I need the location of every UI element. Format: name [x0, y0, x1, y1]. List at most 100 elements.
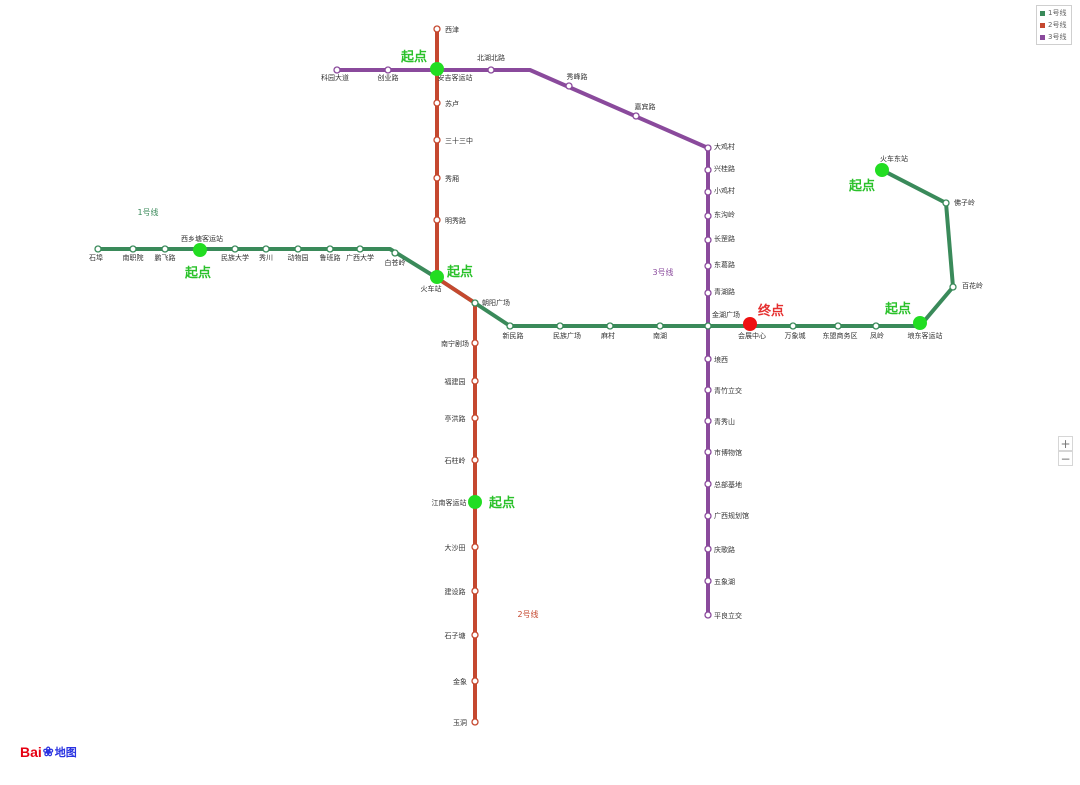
zoom-in-button[interactable]: + — [1058, 436, 1073, 451]
paw-icon: ❀ — [42, 744, 54, 759]
line-legend: 1号线 2号线 3号线 — [1036, 5, 1072, 45]
station-label-line3: 秀峰路 — [567, 72, 588, 81]
station-dot-line3[interactable] — [704, 212, 712, 220]
start-point-label: 起点 — [848, 178, 875, 194]
station-dot-line2[interactable] — [471, 631, 479, 639]
station-dot-line2[interactable] — [471, 414, 479, 422]
station-dot-line1[interactable] — [129, 245, 137, 253]
station-dot-line3[interactable] — [704, 355, 712, 363]
station-label-line3: 大鸡村 — [714, 142, 735, 151]
legend-item-line2: 2号线 — [1040, 19, 1071, 31]
station-dot-line1[interactable] — [656, 322, 664, 330]
station-dot-line1[interactable] — [231, 245, 239, 253]
start-point-marker[interactable] — [430, 62, 444, 76]
station-label-line2: 明秀路 — [445, 216, 466, 225]
station-dot-line1[interactable] — [556, 322, 564, 330]
station-dot-line1[interactable] — [94, 245, 102, 253]
station-dot-line2[interactable] — [433, 174, 441, 182]
station-dot-line2[interactable] — [433, 136, 441, 144]
station-dot-line2[interactable] — [433, 25, 441, 33]
station-label-line3: 埌西 — [714, 355, 728, 364]
station-dot-line3[interactable] — [704, 417, 712, 425]
station-label-line1: 广西大学 — [346, 253, 374, 262]
station-label-line1: 南湖 — [653, 331, 667, 340]
station-dot-line1[interactable] — [161, 245, 169, 253]
station-label-line3: 广西规划馆 — [714, 511, 749, 520]
station-label-line1: 南职院 — [123, 253, 144, 262]
station-dot-line3[interactable] — [384, 66, 392, 74]
station-dot-line1[interactable] — [942, 199, 950, 207]
station-dot-line2[interactable] — [471, 718, 479, 726]
station-dot-line1[interactable] — [356, 245, 364, 253]
start-point-marker[interactable] — [468, 495, 482, 509]
station-label-line1: 火车站 — [421, 284, 442, 293]
end-point-marker[interactable] — [743, 317, 757, 331]
station-dot-line2[interactable] — [471, 677, 479, 685]
station-dot-line1[interactable] — [606, 322, 614, 330]
station-dot-line3[interactable] — [704, 480, 712, 488]
station-dot-line1[interactable] — [872, 322, 880, 330]
station-label-line2: 江南客运站 — [432, 498, 467, 507]
station-label-line2: 玉洞 — [453, 718, 467, 727]
start-point-marker[interactable] — [430, 270, 444, 284]
station-label-line3: 庆歌路 — [714, 545, 735, 554]
start-point-marker[interactable] — [193, 243, 207, 257]
station-dot-line1[interactable] — [506, 322, 514, 330]
station-dot-line3[interactable] — [632, 112, 640, 120]
station-label-line2: 金象 — [453, 677, 467, 686]
station-label-line1: 佛子岭 — [954, 198, 975, 207]
station-dot-line1[interactable] — [704, 322, 712, 330]
station-dot-line2[interactable] — [471, 587, 479, 595]
station-label-line1: 麻村 — [601, 331, 615, 340]
station-dot-line2[interactable] — [433, 216, 441, 224]
station-dot-line3[interactable] — [333, 66, 341, 74]
station-label-line1: 秀川 — [259, 253, 273, 262]
station-dot-line3[interactable] — [704, 545, 712, 553]
station-dot-line1[interactable] — [949, 283, 957, 291]
station-dot-line1[interactable] — [262, 245, 270, 253]
start-point-marker[interactable] — [913, 316, 927, 330]
station-dot-line3[interactable] — [704, 188, 712, 196]
station-dot-line3[interactable] — [704, 166, 712, 174]
station-dot-line2[interactable] — [471, 543, 479, 551]
station-dot-line1[interactable] — [834, 322, 842, 330]
station-label-line1: 西乡塘客运站 — [181, 234, 223, 243]
legend-label-line1: 1号线 — [1048, 9, 1067, 17]
station-dot-line3[interactable] — [704, 236, 712, 244]
end-point-label: 终点 — [758, 303, 784, 319]
station-dot-line2[interactable] — [471, 339, 479, 347]
station-dot-line3[interactable] — [704, 577, 712, 585]
station-dot-line3[interactable] — [704, 512, 712, 520]
zoom-out-button[interactable]: − — [1058, 451, 1073, 466]
station-label-line3: 东沟岭 — [714, 210, 735, 219]
legend-swatch-line3 — [1040, 34, 1045, 40]
line3-route — [337, 68, 710, 615]
station-dot-line3[interactable] — [704, 448, 712, 456]
station-dot-line3[interactable] — [704, 262, 712, 270]
station-label-line1: 朝阳广场 — [482, 298, 510, 307]
station-dot-line3[interactable] — [704, 386, 712, 394]
station-dot-line3[interactable] — [704, 144, 712, 152]
station-dot-line3[interactable] — [487, 66, 495, 74]
station-dot-line1[interactable] — [471, 299, 479, 307]
legend-swatch-line1 — [1040, 10, 1045, 16]
station-dot-line1[interactable] — [326, 245, 334, 253]
station-dot-line2[interactable] — [471, 377, 479, 385]
station-dot-line3[interactable] — [704, 611, 712, 619]
station-label-line1: 会展中心 — [738, 331, 766, 340]
station-label-line3: 青秀山 — [714, 417, 735, 426]
station-dot-line2[interactable] — [433, 99, 441, 107]
station-dot-line3[interactable] — [565, 82, 573, 90]
station-label-line2: 秀厢 — [445, 174, 459, 183]
station-dot-line2[interactable] — [471, 456, 479, 464]
station-label-line3: 市博物馆 — [714, 448, 742, 457]
station-label-line3: 长罡路 — [714, 234, 735, 243]
station-dot-line1[interactable] — [294, 245, 302, 253]
station-dot-line1[interactable] — [391, 249, 399, 257]
start-point-marker[interactable] — [875, 163, 889, 177]
station-label-line2: 石柱岭 — [445, 456, 466, 465]
station-dot-line3[interactable] — [704, 289, 712, 297]
station-dot-line1[interactable] — [789, 322, 797, 330]
